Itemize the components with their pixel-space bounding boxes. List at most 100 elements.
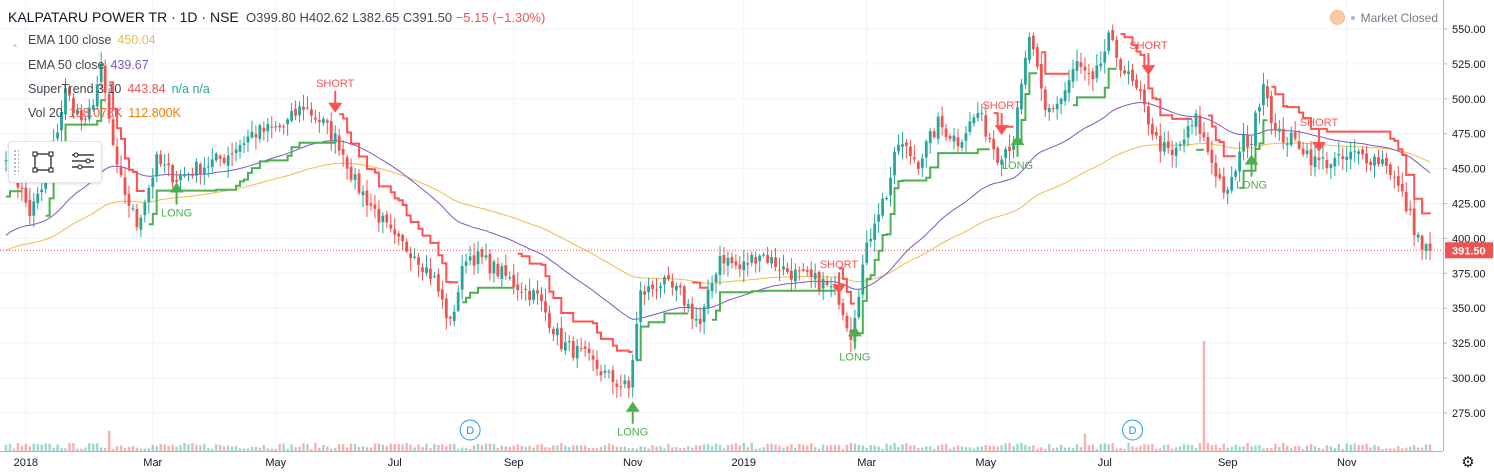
signal-long-label: LONG xyxy=(839,351,870,363)
volume-bar xyxy=(1286,445,1289,451)
volume-bar xyxy=(159,443,162,451)
legend-ema50[interactable]: EMA 50 close 439.67 xyxy=(28,58,149,72)
volume-bar xyxy=(453,443,456,451)
legend-volume-label: Vol 20 xyxy=(28,106,63,120)
volume-bar xyxy=(119,445,123,451)
volume-bar xyxy=(100,447,103,451)
candle-body xyxy=(40,189,44,193)
candle-body xyxy=(1285,143,1289,145)
candle-body xyxy=(1428,243,1432,251)
volume-bar xyxy=(322,445,325,451)
candle-body xyxy=(905,142,908,147)
candle-body xyxy=(452,311,456,322)
candle-body xyxy=(643,291,647,295)
candle-body xyxy=(968,121,972,132)
volume-bar xyxy=(1087,445,1091,451)
symbol-title[interactable]: KALPATARU POWER TR · 1D · NSE xyxy=(8,9,239,25)
volume-bar xyxy=(857,444,861,451)
volume-bar xyxy=(1377,446,1380,451)
dividend-marker-label: D xyxy=(466,425,474,437)
candle-body xyxy=(115,146,119,165)
supertrend-up-segment xyxy=(1073,67,1117,107)
volume-bar xyxy=(603,445,607,451)
candle-body xyxy=(286,119,290,125)
candle-body xyxy=(940,115,944,128)
volume-bar xyxy=(1270,447,1273,451)
signal-short-arrow xyxy=(994,125,1009,136)
volume-bar xyxy=(254,446,258,451)
volume-bar xyxy=(734,443,738,451)
dividend-marker xyxy=(459,419,481,441)
volume-bar xyxy=(1190,445,1194,451)
candle-body xyxy=(1190,124,1194,126)
volume-bar xyxy=(294,447,297,451)
candle-body xyxy=(1214,162,1218,177)
legend-supertrend[interactable]: SuperTrend 3 10 443.84 n/a n/a xyxy=(28,82,210,96)
candle-body xyxy=(1333,158,1337,167)
volume-bar xyxy=(1178,446,1182,451)
drawing-toolbox[interactable] xyxy=(8,141,102,183)
candle-body xyxy=(1273,122,1277,131)
candle-body xyxy=(20,187,24,189)
volume-bar xyxy=(1333,448,1337,451)
candle-body xyxy=(845,315,849,329)
volume-bar xyxy=(282,443,285,451)
volume-bar xyxy=(849,442,853,451)
drag-handle-icon[interactable] xyxy=(13,149,19,175)
volume-bar xyxy=(540,444,543,451)
volume-bar xyxy=(88,443,91,451)
volume-bar xyxy=(829,445,833,451)
candle-body xyxy=(500,266,504,279)
volume-bar xyxy=(1135,447,1138,451)
candle-body xyxy=(1373,156,1376,166)
candle-body xyxy=(321,118,325,123)
volume-bar xyxy=(889,444,892,451)
volume-bar xyxy=(956,445,960,451)
gear-icon[interactable]: ⚙ xyxy=(1461,454,1475,471)
rectangle-icon[interactable] xyxy=(27,146,59,178)
candle-body xyxy=(433,276,436,278)
volume-bar xyxy=(1119,447,1122,451)
candle-body xyxy=(1266,86,1269,99)
volume-bar xyxy=(1397,445,1400,451)
volume-bar xyxy=(1290,448,1293,451)
volume-bar xyxy=(377,443,381,451)
candle-body xyxy=(555,328,559,336)
object-tree-icon[interactable] xyxy=(67,146,99,178)
supertrend-up-segment xyxy=(45,99,106,217)
candle-body xyxy=(230,153,234,155)
supertrend-down-segment xyxy=(1041,51,1070,75)
candle-body xyxy=(1206,136,1210,152)
candle-body xyxy=(671,281,674,288)
candle-body xyxy=(183,174,186,177)
candle-body xyxy=(1166,141,1170,149)
candle-body xyxy=(119,167,123,176)
legend-volume[interactable]: Vol 20 188.078K 112.800K xyxy=(28,106,181,120)
candle-body xyxy=(163,164,167,166)
legend-ema100[interactable]: ‸ EMA 100 close 450.04 xyxy=(8,33,156,47)
candle-body xyxy=(206,166,210,168)
volume-bar xyxy=(1139,445,1142,451)
volume-bar xyxy=(417,444,420,451)
candle-body xyxy=(1091,71,1095,80)
price-tick-label: 300.00 xyxy=(1452,373,1486,385)
volume-bar xyxy=(607,443,611,451)
supertrend-down-segment xyxy=(339,113,459,284)
collapse-chevron-icon[interactable]: ‸ xyxy=(13,34,17,47)
candle-body xyxy=(861,264,865,295)
candle-body xyxy=(214,153,218,161)
candle-body xyxy=(1139,89,1142,92)
candle-body xyxy=(1174,147,1178,156)
candle-body xyxy=(1162,142,1166,152)
supertrend-down-segment xyxy=(109,81,145,192)
volume-bar xyxy=(687,446,690,451)
candle-body xyxy=(595,359,599,369)
volume-bar xyxy=(738,445,742,451)
volume-bar xyxy=(195,444,198,451)
candle-body xyxy=(536,290,539,294)
volume-bar xyxy=(449,444,452,451)
candle-body xyxy=(635,323,639,360)
volume-bar xyxy=(952,447,956,451)
volume-bar xyxy=(1079,447,1083,451)
